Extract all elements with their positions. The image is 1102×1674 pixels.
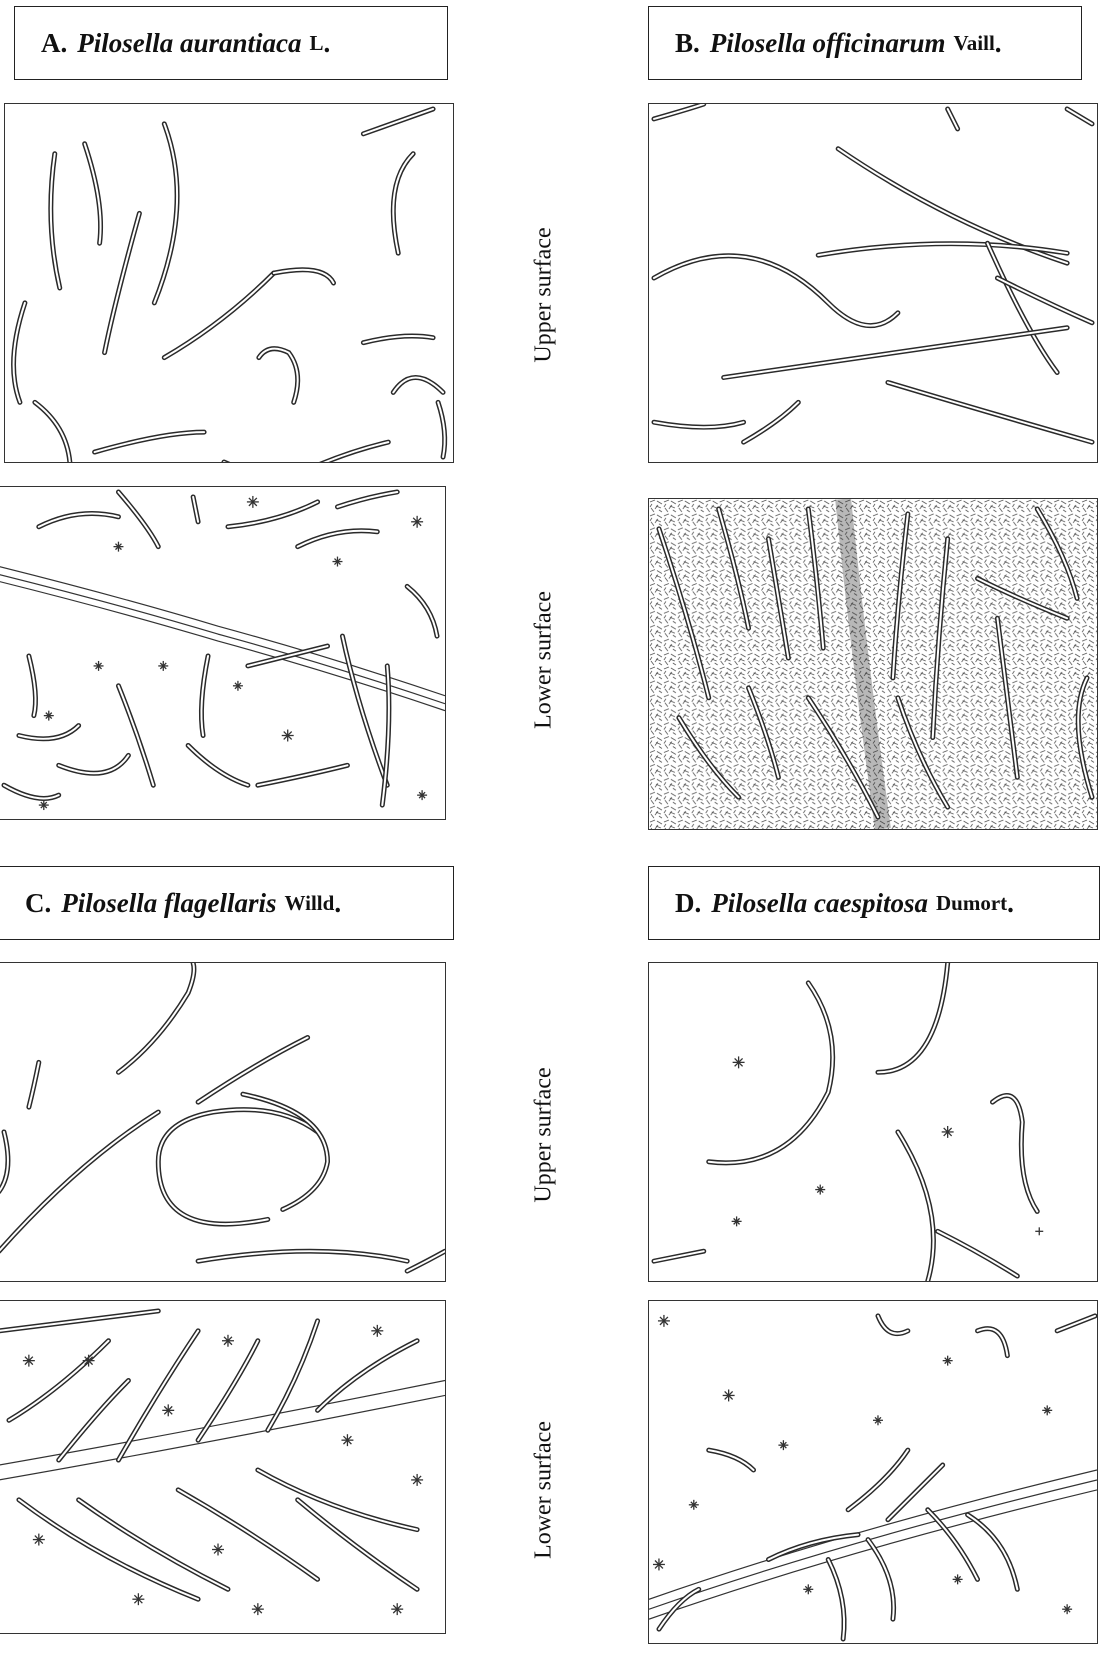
panel-a-upper bbox=[4, 103, 454, 463]
figure-c-title: C. Pilosella flagellaris Willd. bbox=[0, 866, 454, 940]
figure-d-species: Pilosella caespitosa bbox=[711, 887, 928, 918]
panel-d-lower bbox=[648, 1300, 1098, 1644]
figure-d-title: D. Pilosella caespitosa Dumort. bbox=[648, 866, 1100, 940]
figure-b-title: B. Pilosella officinarum Vaill. bbox=[648, 6, 1082, 80]
panel-b-lower bbox=[648, 498, 1098, 830]
figure-a-end: . bbox=[323, 27, 331, 58]
figure-d-letter: D. bbox=[675, 887, 702, 918]
panel-c-upper-drawing bbox=[0, 963, 445, 1274]
panel-d-lower-drawing bbox=[649, 1313, 1097, 1642]
panel-b-upper-drawing bbox=[651, 104, 1095, 445]
figure-a-species: Pilosella aurantiaca bbox=[77, 27, 302, 58]
figure-c-end: . bbox=[334, 887, 342, 918]
panel-c-upper bbox=[0, 962, 446, 1282]
figure-b-letter: B. bbox=[675, 27, 700, 58]
figure-c-author: Willd bbox=[284, 890, 335, 915]
panel-d-upper bbox=[648, 962, 1098, 1282]
figure-b-end: . bbox=[994, 27, 1002, 58]
side-label-lower-2: Lower surface bbox=[530, 1421, 557, 1559]
figure-d-end: . bbox=[1007, 887, 1014, 918]
panel-d-upper-drawing bbox=[651, 963, 1044, 1281]
figure-a-title: A. Pilosella aurantiaca L. bbox=[14, 6, 448, 80]
figure-b-author: Vaill bbox=[953, 30, 995, 55]
figure-d-author: Dumort bbox=[935, 890, 1008, 915]
panel-a-lower bbox=[0, 486, 446, 820]
side-label-upper-1: Upper surface bbox=[530, 227, 557, 363]
figure-c-species: Pilosella flagellaris bbox=[61, 887, 277, 918]
panel-b-lower-drawing bbox=[649, 499, 1097, 829]
figure-b-species: Pilosella officinarum bbox=[709, 27, 946, 58]
panel-b-upper bbox=[648, 103, 1098, 463]
panel-c-lower-drawing bbox=[0, 1308, 445, 1616]
figure-a-author: L bbox=[309, 30, 324, 55]
panel-a-lower-drawing bbox=[0, 489, 445, 811]
side-label-lower-1: Lower surface bbox=[530, 591, 557, 729]
side-label-upper-2: Upper surface bbox=[530, 1067, 557, 1203]
figure-c-letter: C. bbox=[25, 887, 52, 918]
stellate-hair-icon bbox=[38, 495, 428, 811]
panel-c-lower bbox=[0, 1300, 446, 1634]
panel-a-upper-drawing bbox=[11, 106, 448, 462]
figure-a-letter: A. bbox=[41, 27, 68, 58]
